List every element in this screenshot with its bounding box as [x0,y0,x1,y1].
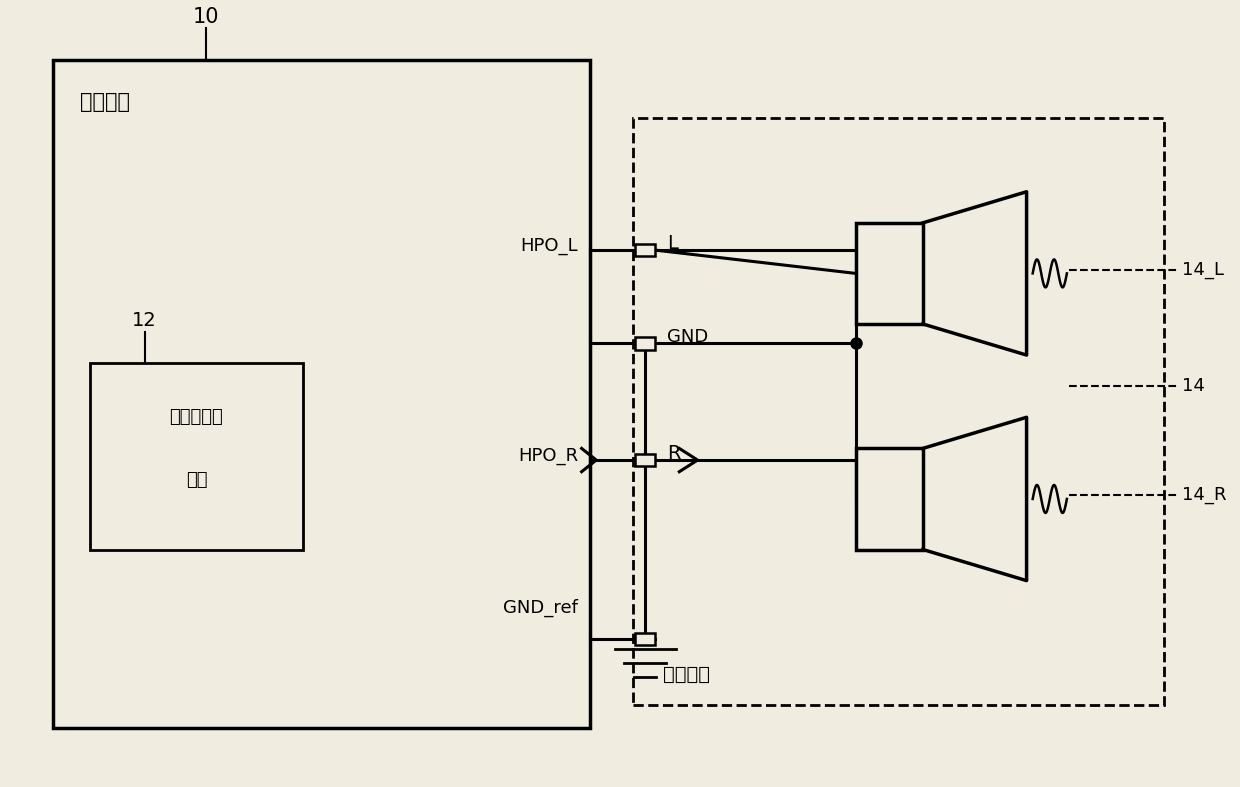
Text: 耳机单体: 耳机单体 [663,664,711,683]
Text: 14_L: 14_L [1182,260,1224,279]
Bar [53,60,590,729]
Bar [856,223,923,324]
Bar [632,118,1164,705]
Bar [856,449,923,549]
Text: GND_ref: GND_ref [503,599,578,617]
Text: L: L [667,235,678,253]
Bar [635,244,655,257]
Text: HPO_R: HPO_R [518,447,578,465]
Text: 14: 14 [1182,377,1205,395]
Bar [635,337,655,349]
Text: 集成电路: 集成电路 [79,92,130,113]
Text: R: R [667,445,681,464]
Text: 耳机放大器: 耳机放大器 [170,408,223,427]
Bar [89,363,304,549]
Bar [635,454,655,466]
Text: 14_R: 14_R [1182,486,1226,504]
Text: 10: 10 [192,7,218,27]
Text: HPO_L: HPO_L [521,237,578,255]
Text: GND: GND [667,328,708,346]
Text: 12: 12 [133,311,157,330]
Text: 电路: 电路 [186,471,207,489]
Bar [635,633,655,645]
